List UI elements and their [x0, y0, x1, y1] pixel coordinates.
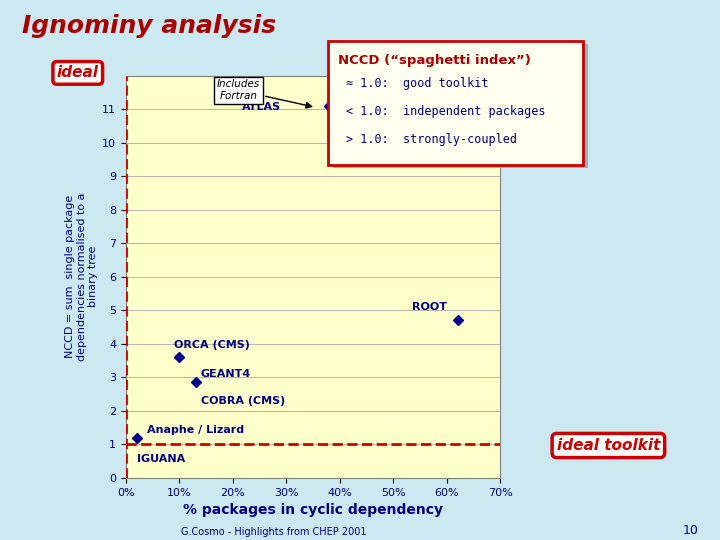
- Text: Includes
Fortran: Includes Fortran: [217, 79, 312, 108]
- Text: ORCA (CMS): ORCA (CMS): [174, 340, 250, 350]
- Text: G.Cosmo - Highlights from CHEP 2001: G.Cosmo - Highlights from CHEP 2001: [181, 527, 366, 537]
- Text: ideal toolkit: ideal toolkit: [557, 438, 660, 453]
- Text: ≈ 1.0:  good toolkit: ≈ 1.0: good toolkit: [346, 77, 488, 90]
- Text: NCCD (“spaghetti index”): NCCD (“spaghetti index”): [338, 54, 531, 67]
- Text: < 1.0:  independent packages: < 1.0: independent packages: [346, 105, 545, 118]
- Text: IGUANA: IGUANA: [137, 455, 185, 464]
- Text: > 1.0:  strongly-coupled: > 1.0: strongly-coupled: [346, 133, 517, 146]
- Text: COBRA (CMS): COBRA (CMS): [201, 396, 285, 406]
- Text: Ignominy analysis: Ignominy analysis: [22, 14, 276, 37]
- Text: 10: 10: [683, 524, 698, 537]
- Text: ideal: ideal: [57, 65, 99, 80]
- Text: Anaphe / Lizard: Anaphe / Lizard: [148, 425, 245, 435]
- Y-axis label: NCCD = sum  single package
dependencies normalised to a
binary tree: NCCD = sum single package dependencies n…: [65, 192, 98, 361]
- Text: ROOT: ROOT: [412, 302, 447, 312]
- X-axis label: % packages in cyclic dependency: % packages in cyclic dependency: [183, 503, 444, 517]
- Text: ATLAS: ATLAS: [242, 103, 281, 112]
- Text: GEANT4: GEANT4: [201, 369, 251, 379]
